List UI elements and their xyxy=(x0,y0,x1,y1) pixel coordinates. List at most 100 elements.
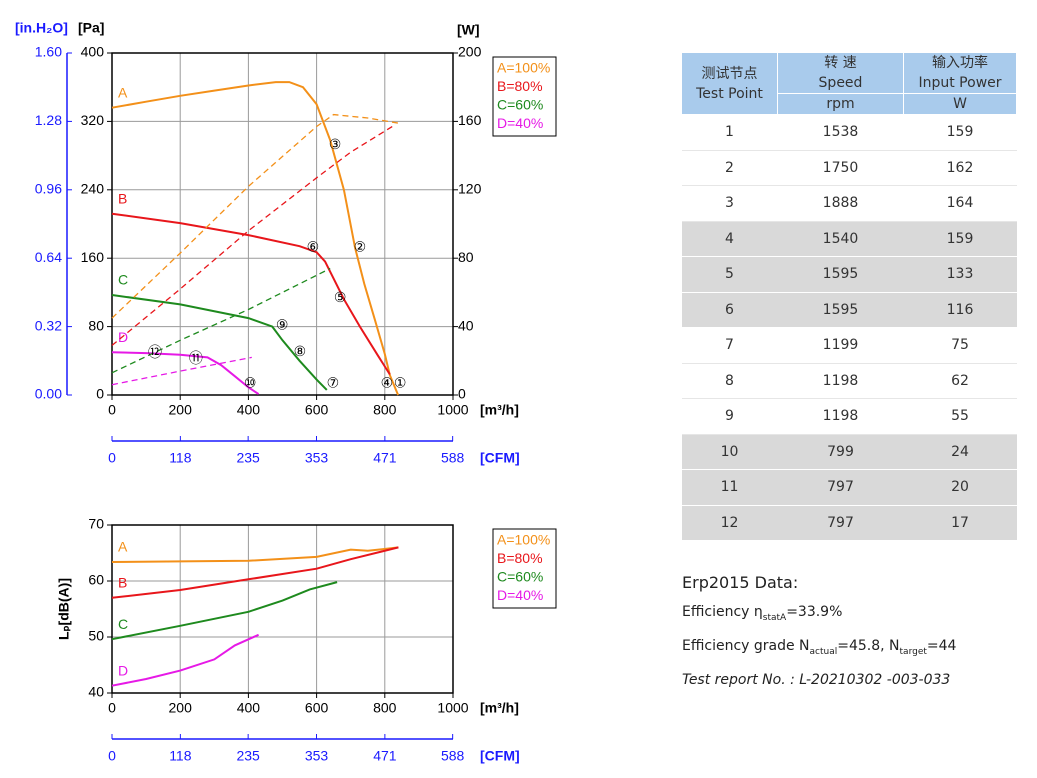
text: Efficiency grade N xyxy=(682,637,810,654)
header-cell: 测试节点 Test Point xyxy=(681,52,778,115)
x2-axis-label: [CFM] xyxy=(480,450,520,466)
power-line xyxy=(111,124,396,346)
table-cell: 12 xyxy=(681,505,778,541)
power-line xyxy=(111,113,399,319)
header-text: Speed xyxy=(818,75,863,91)
x2-tick-label: 0 xyxy=(108,450,116,466)
table-cell: 797 xyxy=(777,505,904,541)
legend-label: D=40% xyxy=(497,587,543,603)
x-tick-label: 400 xyxy=(237,402,261,418)
table-row: 9 1198 55 xyxy=(681,398,1017,435)
y-tick-label: 50 xyxy=(88,628,104,644)
curve-label: B xyxy=(118,190,127,206)
erp-report: Test report No. : L-20210302 -003-033 xyxy=(682,671,951,688)
x2-tick-label: 471 xyxy=(373,748,397,764)
legend-label: B=80% xyxy=(497,550,543,566)
unit-row: rpm W xyxy=(682,93,1017,115)
test-point-label: ⑫ xyxy=(148,344,162,360)
test-point-label: ⑪ xyxy=(189,350,203,366)
table-cell: 24 xyxy=(903,434,1017,470)
test-point-label: ⑦ xyxy=(327,375,340,391)
x-tick-label: 1000 xyxy=(437,700,468,716)
subscript: actual xyxy=(809,646,838,657)
legend-label: B=80% xyxy=(497,78,543,94)
y2-tick-label: 0 xyxy=(458,386,466,402)
y-tick-label: 60 xyxy=(88,572,104,588)
plot-frame xyxy=(111,524,454,694)
x-axis-label: [m³/h] xyxy=(480,402,519,418)
test-table: 测试节点 Test Point 转 速 Speed 输入功率 Input Power … xyxy=(681,52,1017,541)
test-point-label: ⑩ xyxy=(244,375,257,391)
plot-frame xyxy=(111,52,454,396)
curve-line xyxy=(111,546,399,599)
unit-cell: W xyxy=(903,93,1017,115)
legend-label: C=60% xyxy=(497,569,543,585)
text: =45.8, N xyxy=(837,637,900,654)
table-cell: 1540 xyxy=(777,221,904,257)
erp-grade: Efficiency grade Nactual=45.8, Ntarget=4… xyxy=(682,632,956,666)
table-row: 2 1750 162 xyxy=(681,150,1017,186)
curve-line xyxy=(111,633,260,687)
y-axis-label: [Pa] xyxy=(78,20,104,36)
curve-label: C xyxy=(118,272,128,288)
subscript: statA xyxy=(762,612,787,623)
x2-tick-label: 588 xyxy=(441,450,465,466)
table-cell: 116 xyxy=(903,292,1017,328)
test-point-label: ⑧ xyxy=(294,343,307,359)
curve-line xyxy=(111,294,328,391)
x2-tick-label: 118 xyxy=(169,450,192,466)
x-tick-label: 0 xyxy=(108,402,116,418)
x-axis-label: [m³/h] xyxy=(480,700,519,716)
header-text: Test Point xyxy=(696,85,763,102)
table-cell: 797 xyxy=(777,469,904,506)
table-cell: 5 xyxy=(681,256,778,293)
x2-axis-label: [CFM] xyxy=(480,748,520,764)
x-tick-label: 600 xyxy=(305,700,329,716)
x2-tick-label: 353 xyxy=(305,450,329,466)
legend-box xyxy=(492,528,557,609)
header-text: 转 速 xyxy=(824,55,857,71)
table-cell: 3 xyxy=(681,185,778,222)
legend-label: A=100% xyxy=(497,532,550,548)
curve-label: A xyxy=(118,84,128,100)
test-point-label: ② xyxy=(354,239,367,255)
y-tick-label: 320 xyxy=(81,112,105,128)
x-tick-label: 200 xyxy=(169,700,193,716)
y2-tick-label: 120 xyxy=(458,181,482,197)
curve-line xyxy=(111,212,391,376)
table-cell: 1 xyxy=(681,114,778,151)
x2-tick-label: 588 xyxy=(441,748,465,764)
table-cell: 7 xyxy=(681,327,778,364)
table-cell: 2 xyxy=(681,150,778,186)
curve-line xyxy=(111,351,260,395)
x2-tick-label: 0 xyxy=(108,748,116,764)
y3-tick-label: 0.00 xyxy=(35,386,62,402)
x2-tick-label: 235 xyxy=(236,450,260,466)
x-tick-label: 1000 xyxy=(437,402,468,418)
table-row: 4 1540 159 xyxy=(681,221,1017,257)
test-point-label: ⑨ xyxy=(276,316,289,332)
x-tick-label: 600 xyxy=(305,402,329,418)
table-cell: 1888 xyxy=(777,185,904,222)
table-row: 8 1198 62 xyxy=(681,363,1017,399)
table-cell: 20 xyxy=(903,469,1017,506)
power-line xyxy=(111,267,331,374)
erp-block: Erp2015 Data: Efficiency ηstatA=33.9% Ef… xyxy=(682,568,956,694)
table-cell: 1198 xyxy=(777,363,904,399)
table-cell: 9 xyxy=(681,398,778,435)
test-point-label: ⑤ xyxy=(334,289,347,305)
table-cell: 62 xyxy=(903,363,1017,399)
legend-label: A=100% xyxy=(497,60,550,76)
table-row: 1 1538 159 xyxy=(681,114,1017,151)
x2-tick-label: 118 xyxy=(169,748,192,764)
x-tick-label: 0 xyxy=(108,700,116,716)
test-point-label: ④ xyxy=(381,375,394,391)
y2-tick-label: 80 xyxy=(458,249,474,265)
table-body: 1 1538 159 2 1750 162 3 1888 164 4 1540 159 5 1595 133… xyxy=(681,114,1017,541)
table-row: 5 1595 133 xyxy=(681,256,1017,293)
x2-tick-label: 471 xyxy=(373,450,397,466)
y-tick-label: 80 xyxy=(88,317,104,333)
y3-tick-label: 0.96 xyxy=(35,181,62,197)
